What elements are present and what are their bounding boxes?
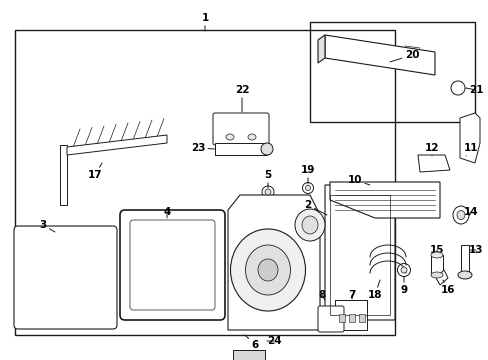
Text: 1: 1 bbox=[201, 13, 208, 31]
Text: 5: 5 bbox=[264, 170, 271, 188]
Text: 18: 18 bbox=[367, 280, 382, 300]
Ellipse shape bbox=[302, 183, 313, 193]
Text: 2: 2 bbox=[304, 200, 326, 215]
Text: 19: 19 bbox=[300, 165, 315, 184]
Bar bbox=[430, 255, 442, 275]
Ellipse shape bbox=[456, 211, 464, 220]
Ellipse shape bbox=[262, 186, 273, 198]
Text: 20: 20 bbox=[389, 50, 418, 62]
Bar bbox=[15, 30, 394, 335]
Text: 4: 4 bbox=[163, 207, 170, 218]
Text: 13: 13 bbox=[468, 245, 482, 255]
Text: 22: 22 bbox=[234, 85, 249, 112]
Text: 17: 17 bbox=[87, 163, 102, 180]
Text: 16: 16 bbox=[440, 280, 454, 295]
Ellipse shape bbox=[258, 259, 278, 281]
Polygon shape bbox=[459, 113, 479, 163]
Text: 23: 23 bbox=[190, 143, 215, 153]
Ellipse shape bbox=[457, 271, 471, 279]
FancyBboxPatch shape bbox=[213, 113, 268, 145]
Polygon shape bbox=[325, 35, 434, 75]
Bar bbox=[60, 145, 67, 205]
FancyBboxPatch shape bbox=[14, 226, 117, 329]
Text: 9: 9 bbox=[400, 277, 407, 295]
Ellipse shape bbox=[247, 134, 256, 140]
Polygon shape bbox=[227, 195, 319, 330]
Ellipse shape bbox=[450, 81, 464, 95]
Bar bbox=[358, 314, 364, 322]
Ellipse shape bbox=[430, 272, 442, 278]
Bar bbox=[334, 300, 366, 330]
Ellipse shape bbox=[294, 209, 325, 241]
Polygon shape bbox=[317, 35, 325, 63]
Bar bbox=[329, 195, 389, 315]
Ellipse shape bbox=[305, 185, 310, 190]
Ellipse shape bbox=[430, 252, 442, 258]
Text: 21: 21 bbox=[465, 85, 482, 95]
Polygon shape bbox=[325, 185, 394, 320]
FancyBboxPatch shape bbox=[317, 306, 343, 332]
Polygon shape bbox=[67, 135, 167, 155]
Text: 6: 6 bbox=[244, 335, 258, 350]
Ellipse shape bbox=[397, 264, 409, 276]
Text: 7: 7 bbox=[347, 290, 355, 300]
Bar bbox=[232, 350, 264, 360]
Ellipse shape bbox=[264, 189, 270, 195]
Ellipse shape bbox=[261, 143, 272, 155]
Ellipse shape bbox=[400, 267, 406, 273]
Bar bbox=[309, 22, 474, 122]
Ellipse shape bbox=[452, 206, 468, 224]
Text: 24: 24 bbox=[266, 336, 281, 346]
Text: 11: 11 bbox=[463, 143, 477, 156]
Polygon shape bbox=[215, 143, 266, 155]
Ellipse shape bbox=[302, 216, 317, 234]
Bar bbox=[460, 245, 468, 275]
Ellipse shape bbox=[225, 134, 234, 140]
Text: 10: 10 bbox=[347, 175, 369, 185]
Text: 8: 8 bbox=[318, 290, 325, 300]
Polygon shape bbox=[435, 270, 447, 285]
Ellipse shape bbox=[245, 245, 290, 295]
Polygon shape bbox=[417, 155, 449, 172]
FancyBboxPatch shape bbox=[120, 210, 224, 320]
Text: 15: 15 bbox=[429, 245, 443, 255]
Bar bbox=[348, 314, 354, 322]
Ellipse shape bbox=[230, 229, 305, 311]
Text: 14: 14 bbox=[463, 207, 477, 217]
Polygon shape bbox=[329, 182, 439, 218]
Bar bbox=[338, 314, 345, 322]
Text: 3: 3 bbox=[40, 220, 55, 232]
Text: 12: 12 bbox=[424, 143, 438, 156]
